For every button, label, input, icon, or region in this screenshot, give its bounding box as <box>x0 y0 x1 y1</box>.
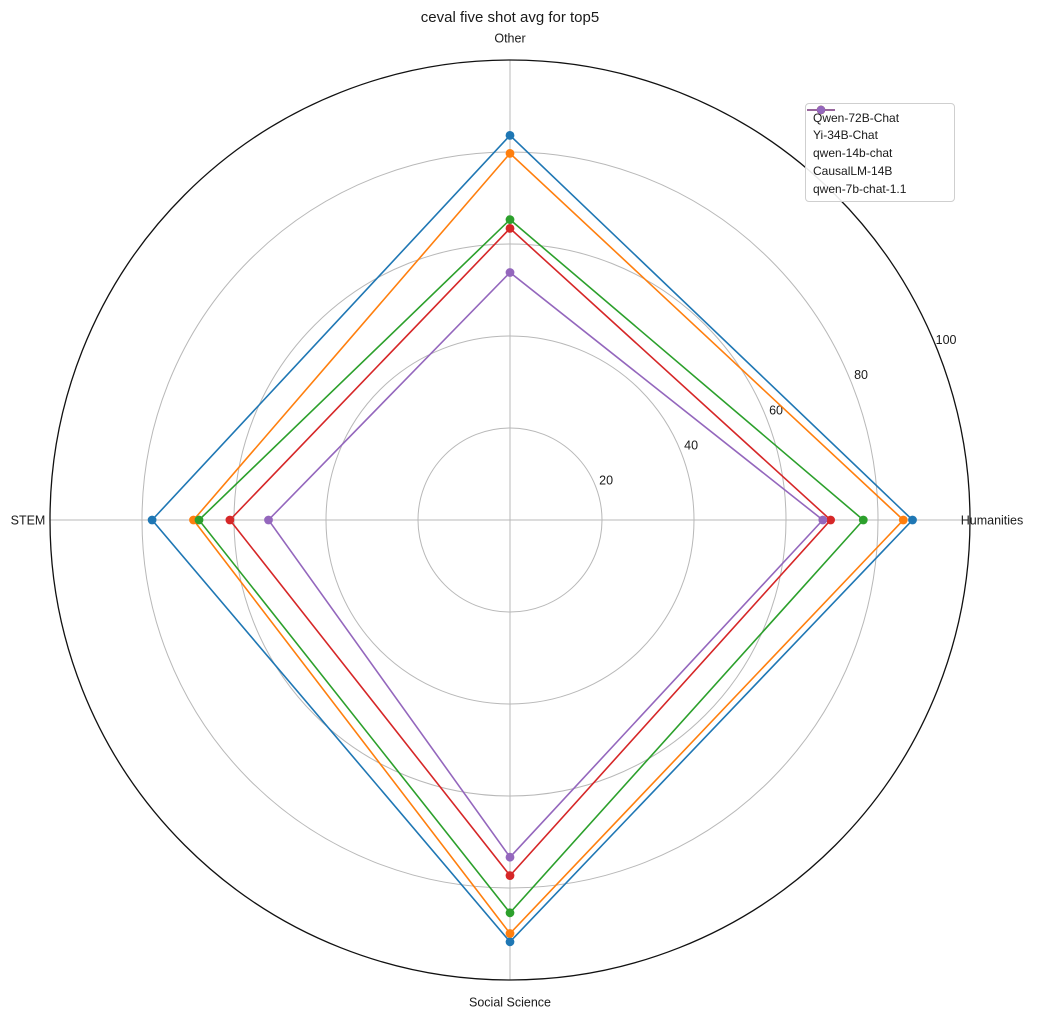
data-point-marker-Qwen-72B-Chat <box>908 515 917 525</box>
data-point-marker-qwen-14b-chat <box>505 215 515 225</box>
legend-label: CausalLM-14B <box>813 163 893 178</box>
data-point-marker-Yi-34B-Chat <box>505 929 515 938</box>
legend: Qwen-72B-Chat Yi-34B-Chat qwen-14b-chat Cau… <box>805 103 955 202</box>
data-point-marker-CausalLM-14B <box>826 515 835 525</box>
data-point-marker-qwen-14b-chat <box>505 908 515 918</box>
data-point-marker-Yi-34B-Chat <box>505 149 515 158</box>
data-point-marker-qwen-7b-chat-1.1 <box>505 852 515 862</box>
axis-label-humanities: Humanities <box>961 514 1024 528</box>
series-polygon-Qwen-72B-Chat <box>151 134 914 943</box>
data-point-marker-qwen-7b-chat-1.1 <box>505 268 515 277</box>
series-polygon-qwen-7b-chat-1.1 <box>267 271 824 859</box>
legend-label: qwen-14b-chat <box>813 146 893 160</box>
data-point-marker-Qwen-72B-Chat <box>147 515 157 525</box>
axis-label-other: Other <box>494 32 525 46</box>
legend-item: qwen-7b-chat-1.1 <box>807 105 950 197</box>
data-point-marker-qwen-14b-chat <box>858 515 868 525</box>
radial-tick-label: 60 <box>769 403 783 417</box>
data-point-marker-qwen-7b-chat-1.1 <box>264 515 273 525</box>
legend-item: qwen-14b-chat <box>807 105 950 162</box>
data-point-marker-qwen-14b-chat <box>194 515 204 525</box>
data-point-marker-Yi-34B-Chat <box>898 515 908 525</box>
data-point-marker-qwen-7b-chat-1.1 <box>818 515 828 525</box>
legend-label: qwen-7b-chat-1.1 <box>813 181 907 196</box>
legend-item: Yi-34B-Chat <box>807 105 950 144</box>
radial-tick-label: 80 <box>854 368 868 382</box>
axis-label-social-science: Social Science <box>469 996 551 1010</box>
radial-grid-circle <box>417 427 603 613</box>
chart-title: ceval five shot avg for top5 <box>420 9 600 26</box>
data-point-marker-CausalLM-14B <box>505 224 515 233</box>
legend-item: CausalLM-14B <box>807 105 950 179</box>
data-point-marker-Qwen-72B-Chat <box>505 937 515 947</box>
radial-tick-label: 40 <box>684 438 698 452</box>
series-polygon-qwen-14b-chat <box>197 218 865 915</box>
radial-tick-label: 100 <box>936 333 957 347</box>
legend-label: Qwen-72B-Chat <box>813 110 900 125</box>
data-point-marker-CausalLM-14B <box>225 515 235 525</box>
axis-label-stem: STEM <box>11 514 46 528</box>
legend-label: Yi-34B-Chat <box>813 128 878 143</box>
radial-tick-label: 20 <box>599 474 613 488</box>
radial-grid-circle <box>325 335 695 705</box>
data-point-marker-CausalLM-14B <box>505 871 515 880</box>
series-polygon-CausalLM-14B <box>228 227 832 877</box>
legend-line-marker-icon <box>807 105 835 115</box>
data-point-marker-Qwen-72B-Chat <box>505 131 515 140</box>
outer-spine-circle <box>49 59 971 981</box>
